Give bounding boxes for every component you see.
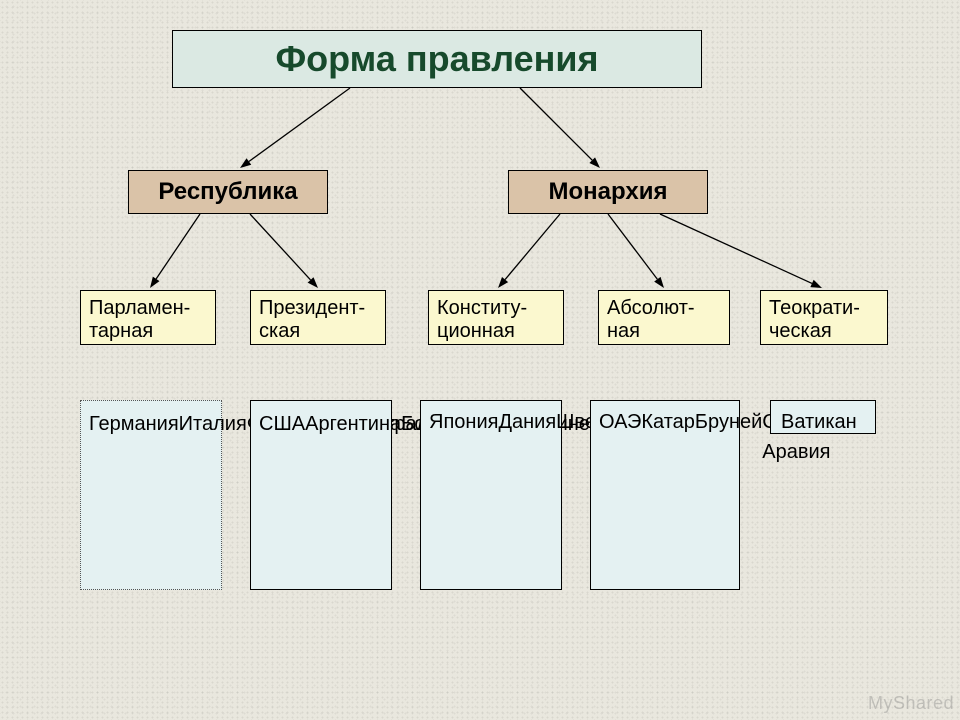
branch-node-monarchy: Монархия xyxy=(508,170,708,214)
subtype-label: Теократи- ческая xyxy=(769,297,860,343)
root-node-label: Форма правления xyxy=(275,38,598,80)
example-item: ОАЭ xyxy=(599,407,641,437)
subtype-node-presidential: Президент- ская xyxy=(250,290,386,345)
example-item: Аргентина xyxy=(305,407,401,441)
example-item: Италия xyxy=(179,407,247,441)
root-node-title: Форма правления xyxy=(172,30,702,88)
example-item: Катар xyxy=(641,407,695,437)
subtype-label: Абсолют- ная xyxy=(607,297,695,343)
subtype-label: Президент- ская xyxy=(259,297,365,343)
subtype-label: Конститу- ционная xyxy=(437,297,527,343)
watermark-text: MyShared xyxy=(868,693,954,714)
examples-box-presidential: СШААргентинаБоливияКенияГвинея xyxy=(250,400,392,590)
example-item: Япония xyxy=(429,407,498,437)
subtype-node-absolute: Абсолют- ная xyxy=(598,290,730,345)
branch-label: Монархия xyxy=(549,178,668,206)
example-item: Дания xyxy=(498,407,556,437)
branch-node-republic: Республика xyxy=(128,170,328,214)
example-item: Германия xyxy=(89,407,179,441)
subtype-node-constitutional: Конститу- ционная xyxy=(428,290,564,345)
branch-label: Республика xyxy=(158,178,297,206)
subtype-label: Парламен- тарная xyxy=(89,297,190,343)
subtype-node-parliamentary: Парламен- тарная xyxy=(80,290,216,345)
examples-box-constitutional: ЯпонияДанияШвецияВеликобри- тания xyxy=(420,400,562,590)
example-item: США xyxy=(259,407,305,441)
examples-box-theocratic: Ватикан xyxy=(770,400,876,434)
examples-box-absolute: ОАЭКатарБрунейСаудовская Аравия xyxy=(590,400,740,590)
example-item: Ватикан xyxy=(781,405,857,439)
examples-box-parliamentary: ГерманияИталияФинляндияАвстралияИндия xyxy=(80,400,222,590)
subtype-node-theocratic: Теократи- ческая xyxy=(760,290,888,345)
example-item: Бруней xyxy=(695,407,762,437)
background-texture xyxy=(0,0,960,720)
